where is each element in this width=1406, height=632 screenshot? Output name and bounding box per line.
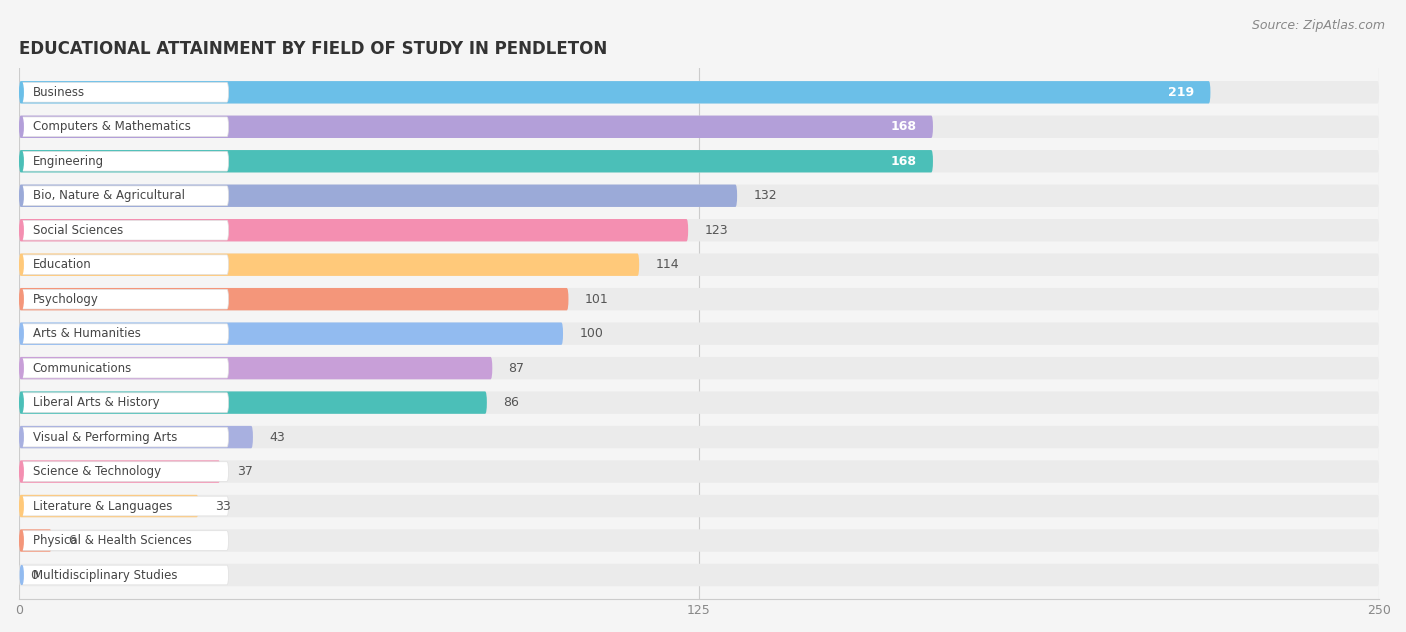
FancyBboxPatch shape [21, 186, 228, 205]
FancyBboxPatch shape [20, 460, 1379, 483]
Text: 0: 0 [30, 569, 38, 581]
FancyBboxPatch shape [21, 496, 228, 516]
Circle shape [20, 255, 24, 274]
Circle shape [20, 324, 24, 343]
Text: Arts & Humanities: Arts & Humanities [32, 327, 141, 340]
Text: 6: 6 [67, 534, 76, 547]
FancyBboxPatch shape [20, 530, 52, 552]
Circle shape [20, 531, 24, 550]
FancyBboxPatch shape [20, 253, 1379, 276]
FancyBboxPatch shape [21, 152, 228, 171]
Text: Multidisciplinary Studies: Multidisciplinary Studies [32, 569, 177, 581]
Circle shape [20, 462, 24, 481]
Text: 219: 219 [1168, 86, 1194, 99]
Circle shape [20, 221, 24, 240]
Text: Social Sciences: Social Sciences [32, 224, 122, 237]
Text: Literature & Languages: Literature & Languages [32, 499, 172, 513]
Text: Business: Business [32, 86, 84, 99]
FancyBboxPatch shape [20, 460, 221, 483]
FancyBboxPatch shape [20, 426, 1379, 448]
Text: 168: 168 [890, 120, 917, 133]
FancyBboxPatch shape [20, 495, 1379, 517]
FancyBboxPatch shape [21, 117, 228, 137]
Circle shape [20, 152, 24, 171]
Circle shape [20, 118, 24, 136]
FancyBboxPatch shape [20, 288, 1379, 310]
Circle shape [20, 186, 24, 205]
FancyBboxPatch shape [20, 219, 688, 241]
Text: 132: 132 [754, 189, 778, 202]
Text: 87: 87 [509, 362, 524, 375]
FancyBboxPatch shape [20, 150, 1379, 173]
FancyBboxPatch shape [21, 221, 228, 240]
FancyBboxPatch shape [20, 357, 492, 379]
Text: 43: 43 [270, 430, 285, 444]
Circle shape [20, 428, 24, 446]
FancyBboxPatch shape [20, 116, 1379, 138]
FancyBboxPatch shape [21, 255, 228, 274]
FancyBboxPatch shape [20, 564, 1379, 586]
Text: Education: Education [32, 258, 91, 271]
FancyBboxPatch shape [20, 288, 568, 310]
Text: Liberal Arts & History: Liberal Arts & History [32, 396, 159, 409]
FancyBboxPatch shape [21, 392, 228, 413]
Text: Visual & Performing Arts: Visual & Performing Arts [32, 430, 177, 444]
Text: 114: 114 [655, 258, 679, 271]
Text: Psychology: Psychology [32, 293, 98, 306]
FancyBboxPatch shape [20, 426, 253, 448]
FancyBboxPatch shape [20, 530, 1379, 552]
Text: Engineering: Engineering [32, 155, 104, 167]
Text: Computers & Mathematics: Computers & Mathematics [32, 120, 190, 133]
Text: 100: 100 [579, 327, 603, 340]
Circle shape [20, 566, 24, 585]
Text: EDUCATIONAL ATTAINMENT BY FIELD OF STUDY IN PENDLETON: EDUCATIONAL ATTAINMENT BY FIELD OF STUDY… [20, 40, 607, 58]
FancyBboxPatch shape [20, 495, 198, 517]
FancyBboxPatch shape [21, 427, 228, 447]
Text: Source: ZipAtlas.com: Source: ZipAtlas.com [1251, 19, 1385, 32]
FancyBboxPatch shape [21, 289, 228, 309]
Circle shape [20, 289, 24, 308]
FancyBboxPatch shape [20, 357, 1379, 379]
Text: 37: 37 [236, 465, 253, 478]
FancyBboxPatch shape [20, 391, 1379, 414]
FancyBboxPatch shape [20, 253, 640, 276]
Text: 86: 86 [503, 396, 519, 409]
FancyBboxPatch shape [20, 81, 1379, 104]
Text: Physical & Health Sciences: Physical & Health Sciences [32, 534, 191, 547]
Text: Bio, Nature & Agricultural: Bio, Nature & Agricultural [32, 189, 184, 202]
Text: 101: 101 [585, 293, 609, 306]
Text: 123: 123 [704, 224, 728, 237]
FancyBboxPatch shape [20, 185, 1379, 207]
FancyBboxPatch shape [20, 116, 934, 138]
Circle shape [20, 497, 24, 516]
Text: 33: 33 [215, 499, 231, 513]
FancyBboxPatch shape [20, 150, 934, 173]
Text: Communications: Communications [32, 362, 132, 375]
Text: Science & Technology: Science & Technology [32, 465, 160, 478]
FancyBboxPatch shape [20, 219, 1379, 241]
Circle shape [20, 393, 24, 412]
FancyBboxPatch shape [21, 462, 228, 482]
FancyBboxPatch shape [21, 531, 228, 550]
Circle shape [20, 83, 24, 102]
FancyBboxPatch shape [21, 83, 228, 102]
FancyBboxPatch shape [20, 322, 562, 345]
Text: 168: 168 [890, 155, 917, 167]
FancyBboxPatch shape [20, 81, 1211, 104]
FancyBboxPatch shape [21, 324, 228, 343]
FancyBboxPatch shape [20, 322, 1379, 345]
FancyBboxPatch shape [20, 391, 486, 414]
FancyBboxPatch shape [21, 358, 228, 378]
FancyBboxPatch shape [21, 565, 228, 585]
Circle shape [20, 359, 24, 377]
FancyBboxPatch shape [20, 185, 737, 207]
